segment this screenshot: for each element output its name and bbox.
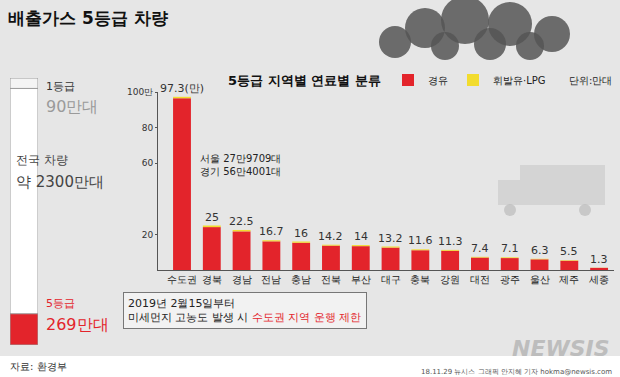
svg-text:7.4: 7.4 [471, 242, 489, 255]
svg-text:대구: 대구 [381, 274, 401, 285]
svg-text:대전: 대전 [470, 274, 490, 285]
svg-text:배출가스 5등급 차량: 배출가스 5등급 차량 [8, 8, 168, 28]
svg-text:100만: 100만 [127, 87, 153, 97]
svg-text:6.3: 6.3 [531, 244, 549, 257]
svg-text:13.2: 13.2 [378, 232, 403, 245]
svg-text:14: 14 [354, 230, 368, 243]
svg-text:16: 16 [294, 227, 308, 240]
svg-text:5.5: 5.5 [560, 245, 578, 258]
svg-text:경남: 경남 [232, 274, 252, 285]
svg-text:경북: 경북 [202, 274, 222, 285]
svg-text:5등급: 5등급 [46, 297, 75, 310]
svg-text:자료: 환경부: 자료: 환경부 [10, 361, 67, 372]
svg-text:울산: 울산 [530, 274, 550, 285]
svg-text:전남: 전남 [261, 274, 281, 285]
svg-text:1등급: 1등급 [46, 80, 75, 93]
svg-text:90만대: 90만대 [46, 97, 98, 116]
svg-text:1.3: 1.3 [590, 253, 608, 266]
svg-text:전북: 전북 [321, 274, 341, 285]
svg-text:18.11.29 뉴시스 그래픽 안지혜 기자 hokma@: 18.11.29 뉴시스 그래픽 안지혜 기자 hokma@newsis.com [421, 368, 612, 376]
svg-text:강원: 강원 [440, 274, 460, 285]
svg-text:97.3(만): 97.3(만) [160, 82, 204, 95]
svg-text:서울 27만9709대경기 56만4001대: 서울 27만9709대경기 56만4001대 [200, 153, 281, 177]
svg-text:충남: 충남 [291, 274, 311, 285]
svg-text:경유: 경유 [428, 75, 448, 86]
svg-text:NEWSIS: NEWSIS [512, 336, 610, 361]
svg-text:11.6: 11.6 [408, 234, 433, 247]
svg-text:20: 20 [142, 230, 154, 240]
svg-text:60: 60 [142, 158, 154, 168]
svg-text:단위:만대: 단위:만대 [569, 75, 612, 86]
svg-text:충북: 충북 [410, 274, 430, 285]
svg-text:광주: 광주 [500, 274, 520, 285]
svg-text:11.3: 11.3 [438, 235, 463, 248]
svg-text:16.7: 16.7 [259, 225, 284, 238]
svg-text:수도권: 수도권 [167, 274, 197, 285]
svg-text:80: 80 [142, 123, 154, 133]
svg-text:22.5: 22.5 [229, 215, 254, 228]
svg-text:14.2: 14.2 [318, 230, 343, 243]
svg-text:25: 25 [205, 211, 219, 224]
svg-text:전국 차량: 전국 차량 [16, 153, 68, 167]
svg-text:약 2300만대: 약 2300만대 [16, 173, 104, 191]
svg-text:7.1: 7.1 [501, 242, 519, 255]
svg-text:5등급 지역별 연료별 분류: 5등급 지역별 연료별 분류 [228, 73, 381, 88]
svg-text:세종: 세종 [589, 274, 609, 285]
svg-text:부산: 부산 [351, 274, 371, 285]
svg-text:269만대: 269만대 [46, 315, 109, 334]
svg-text:휘발유·LPG: 휘발유·LPG [493, 75, 546, 86]
svg-text:제주: 제주 [559, 274, 579, 285]
svg-text:2019년 2월15일부터미세먼지 고농도 발생 시 수도권: 2019년 2월15일부터미세먼지 고농도 발생 시 수도권 지역 운행 제한 [128, 297, 362, 324]
